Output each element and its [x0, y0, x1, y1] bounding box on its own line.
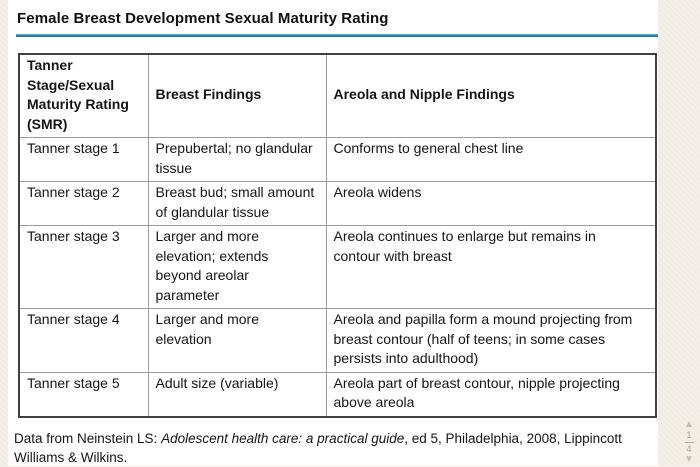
column-header-stage: Tanner Stage/Sexual Maturity Rating (SMR… [18, 53, 149, 138]
cell-areola-findings: Areola and papilla form a mound projecti… [325, 308, 657, 373]
table-row: Tanner stage 3 Larger and more elevation… [18, 225, 657, 309]
pager-current-page: 1 [686, 430, 692, 440]
cell-stage: Tanner stage 2 [18, 181, 149, 226]
cell-breast-findings: Adult size (variable) [147, 371, 327, 417]
cell-stage: Tanner stage 4 [18, 308, 149, 373]
smr-table: Tanner Stage/Sexual Maturity Rating (SMR… [18, 53, 657, 418]
table-row: Tanner stage 2 Breast bud; small amount … [18, 181, 657, 226]
page-title: Female Breast Development Sexual Maturit… [17, 10, 389, 27]
cell-stage: Tanner stage 5 [18, 371, 149, 417]
source-footnote: Data from Neinstein LS: Adolescent healt… [14, 429, 658, 467]
cell-stage: Tanner stage 1 [18, 137, 149, 182]
scroll-down-icon[interactable]: ▼ [684, 454, 694, 465]
cell-breast-findings: Prepubertal; no glandular tissue [147, 137, 327, 182]
page-scroller: ▲ 1 4 ▼ [680, 420, 698, 465]
cell-areola-findings: Conforms to general chest line [325, 137, 657, 182]
cell-areola-findings: Areola part of breast contour, nipple pr… [325, 371, 657, 417]
table-row: Tanner stage 1 Prepubertal; no glandular… [18, 137, 657, 182]
table-row: Tanner stage 5 Adult size (variable) Are… [18, 371, 657, 417]
table-header-row: Tanner Stage/Sexual Maturity Rating (SMR… [18, 53, 657, 138]
cell-areola-findings: Areola widens [325, 181, 657, 226]
column-header-breast: Breast Findings [147, 53, 327, 138]
cell-breast-findings: Larger and more elevation [147, 308, 327, 373]
column-header-areola: Areola and Nipple Findings [325, 53, 657, 138]
cell-areola-findings: Areola continues to enlarge but remains … [325, 225, 657, 309]
scroll-up-icon[interactable]: ▲ [684, 419, 694, 430]
document-page: Female Breast Development Sexual Maturit… [8, 0, 658, 466]
cell-breast-findings: Larger and more elevation; extends beyon… [147, 225, 327, 309]
cell-stage: Tanner stage 3 [18, 225, 149, 309]
cell-breast-findings: Breast bud; small amount of glandular ti… [147, 181, 327, 226]
pager-total-pages: 4 [686, 444, 692, 454]
footnote-source-title: Adolescent health care: a practical guid… [161, 430, 405, 446]
footnote-prefix: Data from Neinstein LS: [14, 430, 162, 446]
table-row: Tanner stage 4 Larger and more elevation… [18, 308, 657, 373]
footnote-suffix: , ed 5, Philadelphia, 2008, Lippincott W… [14, 430, 622, 465]
pager-separator [684, 442, 694, 443]
title-underline-rule [16, 34, 658, 37]
